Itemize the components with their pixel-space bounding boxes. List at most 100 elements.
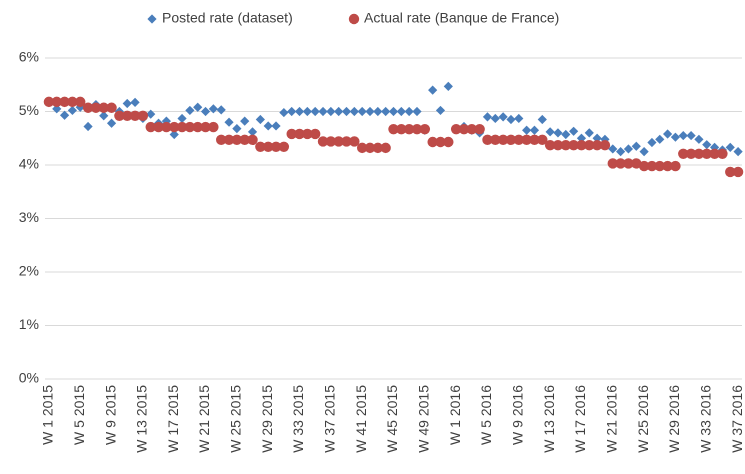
circle-marker [176,121,188,133]
y-tick-label: 2% [19,263,39,279]
circle-marker [482,134,493,146]
circle-marker [349,136,360,147]
circle-marker [302,128,313,140]
diamond-marker [404,106,414,117]
x-tick-label: W 45 2015 [384,385,400,453]
diamond-marker [529,125,540,135]
diamond-marker [169,129,179,140]
diamond-marker [553,128,563,138]
y-tick-label: 6% [19,49,39,65]
diamond-marker [584,128,594,138]
circle-marker [396,123,407,135]
diamond-marker [655,134,665,144]
circle-marker [262,141,274,153]
x-tick-label: W 1 2015 [40,385,56,445]
circle-marker [67,96,78,108]
circle-marker [513,134,525,146]
y-tick-label: 3% [19,209,39,225]
diamond-marker [247,127,258,137]
diamond-marker [396,106,406,117]
circle-marker [529,134,540,146]
diamond-marker [702,140,712,150]
circle-marker [341,136,352,147]
circle-marker [654,160,665,172]
x-tick-label: W 37 2016 [729,385,745,453]
diamond-marker [506,114,516,125]
circle-marker [670,160,681,172]
diamond-marker [83,121,93,132]
circle-marker [208,121,219,133]
circle-marker [129,110,141,121]
circle-marker [169,121,180,133]
diamond-marker [255,114,265,125]
diamond-marker [146,109,156,119]
y-tick-label: 0% [19,370,39,386]
circle-marker [51,96,62,108]
x-tick-label: W 25 2016 [635,385,651,453]
circle-marker [356,142,368,154]
circle-marker [450,123,462,135]
circle-marker [490,134,501,146]
diamond-marker [208,104,218,114]
circle-marker [286,128,297,140]
x-tick-label: W 33 2015 [290,385,306,453]
x-tick-label: W 5 2015 [71,385,87,445]
diamond-marker [561,129,571,140]
diamond-marker [263,121,273,131]
diamond-marker [287,106,297,117]
diamond-marker [670,132,681,142]
circle-marker [474,123,485,135]
circle-marker [388,123,399,135]
diamond-marker [678,130,688,141]
diamond-marker [435,105,446,116]
diamond-marker [200,106,211,117]
circle-marker [631,158,642,169]
circle-marker [247,134,258,146]
circle-marker [364,142,376,154]
diamond-marker [232,124,242,134]
circle-marker [137,110,149,121]
circle-marker [537,134,548,146]
circle-marker [200,121,211,133]
diamond-marker [216,105,226,115]
circle-marker [411,123,423,135]
circle-marker [693,148,705,159]
diamond-marker [373,106,383,117]
circle-marker [317,136,329,147]
diamond-marker [388,106,399,117]
circle-marker [623,158,634,169]
diamond-marker [616,147,626,157]
x-tick-label: W 1 2016 [447,385,463,445]
diamond-marker [59,110,70,120]
circle-marker [717,148,728,159]
circle-marker [419,123,431,135]
circle-marker [43,96,55,108]
diamond-marker [106,118,117,128]
circle-marker [685,148,697,159]
x-tick-label: W 9 2016 [510,385,526,445]
circle-marker [560,140,571,151]
circle-marker [678,148,689,159]
circle-marker [552,140,564,151]
circle-marker [662,160,673,172]
x-tick-label: W 33 2016 [697,385,713,453]
x-tick-label: W 13 2016 [541,385,557,453]
circle-marker [192,121,203,133]
diamond-marker [498,112,508,122]
y-tick-label: 5% [19,102,39,118]
diamond-marker [122,98,132,109]
x-tick-label: W 17 2015 [165,385,181,453]
circle-marker [255,141,266,153]
diamond-marker [130,97,140,108]
diamond-marker [647,137,657,148]
circle-marker [427,136,438,148]
x-tick-label: W 9 2015 [102,385,118,445]
diamond-marker [341,106,352,117]
diamond-marker [686,130,696,141]
diamond-marker [99,111,109,121]
diamond-marker [490,113,500,124]
circle-marker [82,102,94,113]
circle-marker [98,102,109,113]
legend-marker [348,13,360,25]
circle-marker [145,121,156,133]
